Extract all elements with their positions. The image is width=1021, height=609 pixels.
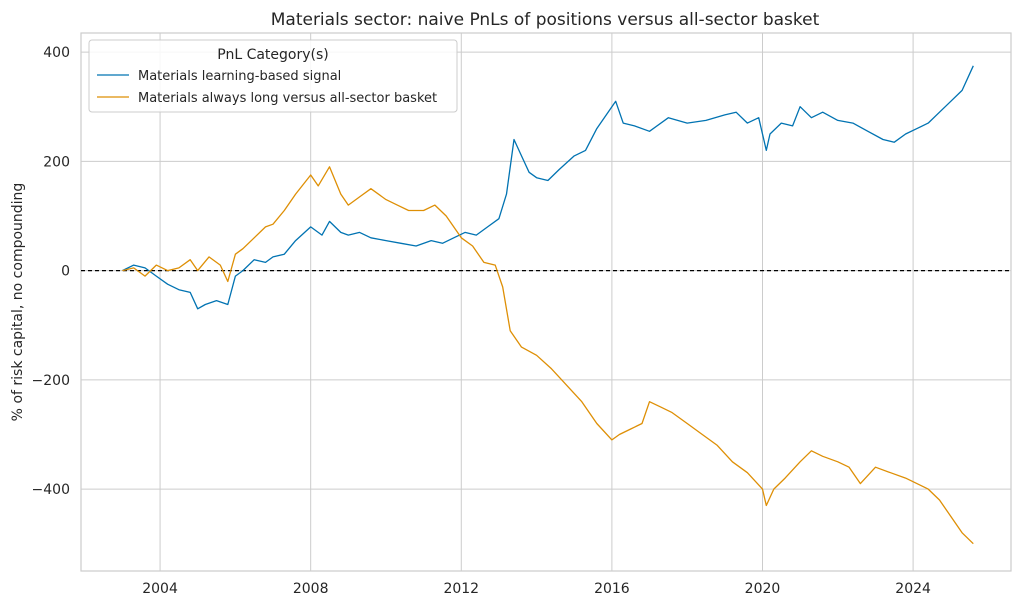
chart-title: Materials sector: naive PnLs of position… (271, 10, 820, 30)
y-axis-ticks: 400 200 0 −200 −400 (32, 45, 70, 498)
y-tick-label: −200 (32, 373, 70, 389)
plot-area (80, 32, 1012, 572)
series-line-always-long (122, 166, 974, 545)
series-line-learning-signal (122, 65, 974, 310)
series-layer (122, 65, 974, 545)
legend: PnL Category(s) Materials learning-based… (88, 39, 458, 113)
x-tick-label: 2012 (443, 581, 479, 597)
legend-title: PnL Category(s) (217, 47, 329, 63)
y-tick-label: 400 (43, 45, 70, 61)
x-axis-ticks: 2004 2008 2012 2016 2020 2024 (142, 581, 931, 597)
y-axis-label: % of risk capital, no compounding (10, 183, 26, 422)
legend-box (88, 39, 458, 113)
x-tick-label: 2020 (745, 581, 781, 597)
legend-label-always-long: Materials always long versus all-sector … (138, 91, 437, 106)
y-tick-label: 0 (61, 264, 70, 280)
y-tick-label: 200 (43, 154, 70, 170)
x-tick-label: 2024 (895, 581, 931, 597)
x-tick-label: 2004 (142, 581, 178, 597)
x-tick-label: 2016 (594, 581, 630, 597)
y-tick-label: −400 (32, 482, 70, 498)
legend-label-learning-signal: Materials learning-based signal (138, 69, 341, 84)
x-tick-label: 2008 (293, 581, 329, 597)
